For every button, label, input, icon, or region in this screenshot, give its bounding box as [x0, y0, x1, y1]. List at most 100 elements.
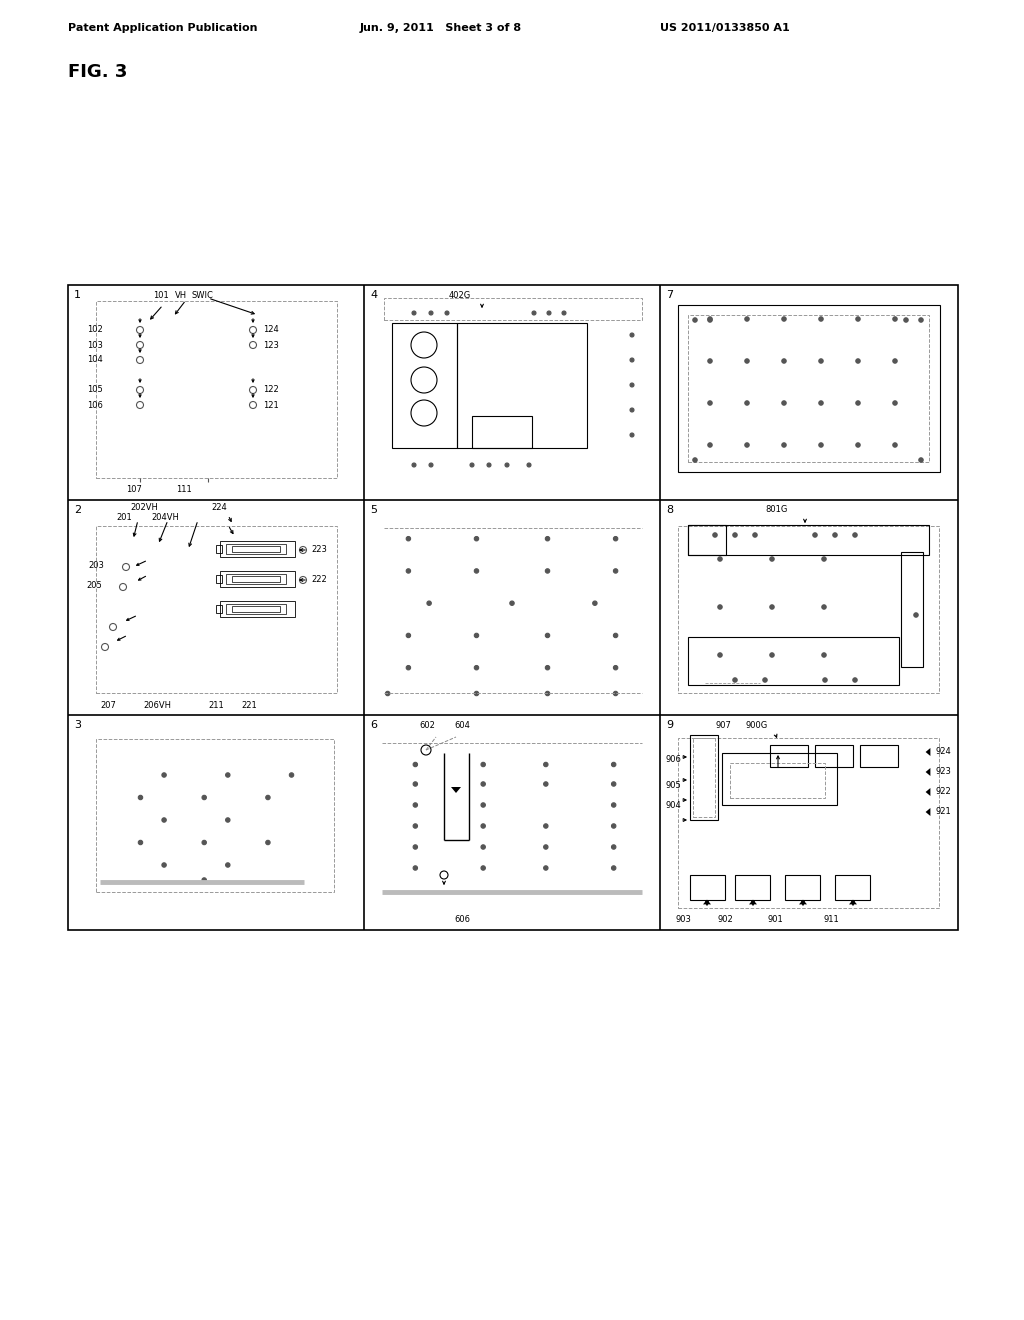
Text: 123: 123	[263, 341, 279, 350]
Circle shape	[630, 408, 634, 412]
Bar	[220, 572, 295, 587]
Text: FIG. 3: FIG. 3	[68, 63, 127, 81]
Text: 6: 6	[370, 719, 377, 730]
Circle shape	[753, 533, 757, 537]
Text: 104: 104	[87, 355, 103, 364]
Circle shape	[718, 557, 722, 561]
Bar	[472, 416, 532, 447]
Circle shape	[713, 533, 717, 537]
Circle shape	[613, 634, 617, 638]
Text: 206VH: 206VH	[143, 701, 171, 710]
Circle shape	[770, 653, 774, 657]
Circle shape	[544, 866, 548, 870]
Circle shape	[202, 841, 207, 845]
Bar	[226, 574, 286, 583]
Bar	[678, 738, 939, 908]
Circle shape	[474, 536, 478, 541]
Circle shape	[611, 845, 615, 849]
Circle shape	[202, 795, 207, 800]
Text: 107: 107	[126, 486, 142, 495]
Circle shape	[733, 533, 737, 537]
Circle shape	[833, 533, 838, 537]
Text: SWIC: SWIC	[191, 290, 213, 300]
Circle shape	[611, 824, 615, 828]
Circle shape	[718, 653, 722, 657]
Text: 9: 9	[666, 719, 673, 730]
Circle shape	[819, 442, 823, 447]
Bar	[226, 544, 286, 554]
Circle shape	[474, 569, 478, 573]
Text: 903: 903	[675, 916, 691, 924]
Circle shape	[202, 878, 207, 882]
Circle shape	[527, 463, 531, 467]
Circle shape	[781, 442, 786, 447]
Circle shape	[546, 634, 550, 638]
Text: 4: 4	[370, 290, 377, 300]
Bar	[730, 763, 825, 799]
Text: 900G: 900G	[745, 721, 767, 730]
Circle shape	[893, 359, 897, 363]
Circle shape	[919, 458, 924, 462]
Bar	[678, 305, 940, 473]
Polygon shape	[703, 900, 711, 904]
Text: 222: 222	[311, 576, 327, 585]
Text: 203: 203	[88, 561, 103, 569]
Text: VH: VH	[175, 290, 187, 300]
Circle shape	[407, 634, 411, 638]
Bar	[688, 638, 899, 685]
Circle shape	[744, 442, 750, 447]
Text: 922: 922	[936, 788, 951, 796]
Circle shape	[470, 463, 474, 467]
Text: Jun. 9, 2011   Sheet 3 of 8: Jun. 9, 2011 Sheet 3 of 8	[360, 22, 522, 33]
Circle shape	[546, 692, 550, 696]
Circle shape	[225, 818, 230, 822]
Circle shape	[481, 845, 485, 849]
Bar	[232, 576, 280, 582]
Circle shape	[413, 845, 418, 849]
Text: 1: 1	[74, 290, 81, 300]
Circle shape	[412, 312, 416, 315]
Circle shape	[693, 458, 697, 462]
Text: 224: 224	[211, 503, 226, 512]
Text: 902: 902	[718, 916, 734, 924]
Text: 103: 103	[87, 341, 103, 350]
Circle shape	[853, 677, 857, 682]
Text: 3: 3	[74, 719, 81, 730]
Text: 106: 106	[87, 400, 103, 409]
Text: US 2011/0133850 A1: US 2011/0133850 A1	[660, 22, 790, 33]
Circle shape	[853, 533, 857, 537]
Bar	[457, 323, 587, 447]
Circle shape	[813, 533, 817, 537]
Bar	[96, 739, 334, 892]
Circle shape	[781, 359, 786, 363]
Bar	[688, 525, 929, 554]
Text: 211: 211	[208, 701, 224, 710]
Text: 207: 207	[100, 701, 116, 710]
Circle shape	[763, 677, 767, 682]
Circle shape	[407, 569, 411, 573]
Circle shape	[385, 692, 390, 696]
Polygon shape	[926, 768, 931, 776]
Bar	[220, 541, 295, 557]
Circle shape	[781, 317, 786, 321]
Text: 5: 5	[370, 506, 377, 515]
Circle shape	[505, 463, 509, 467]
Circle shape	[744, 359, 750, 363]
Text: Patent Application Publication: Patent Application Publication	[68, 22, 257, 33]
Polygon shape	[849, 900, 857, 904]
Circle shape	[162, 818, 166, 822]
Polygon shape	[926, 808, 931, 816]
Circle shape	[630, 333, 634, 337]
Circle shape	[544, 762, 548, 767]
Text: 121: 121	[263, 400, 279, 409]
Bar	[216, 576, 222, 583]
Text: 7: 7	[666, 290, 673, 300]
Circle shape	[413, 781, 418, 787]
Circle shape	[893, 317, 897, 321]
Circle shape	[429, 463, 433, 467]
Circle shape	[544, 824, 548, 828]
Circle shape	[481, 803, 485, 808]
Circle shape	[429, 312, 433, 315]
Polygon shape	[799, 900, 807, 904]
Text: 202VH: 202VH	[130, 503, 158, 512]
